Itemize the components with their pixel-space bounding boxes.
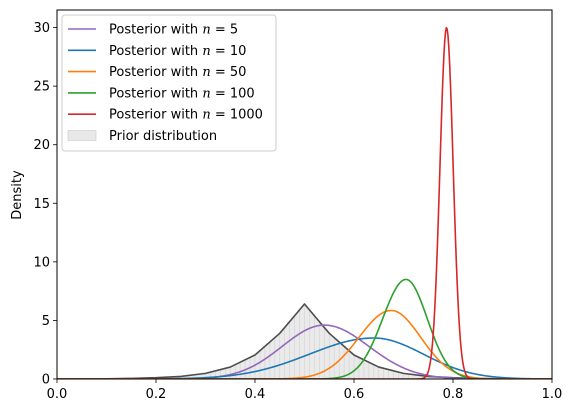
x-tick-label: 0.2 (146, 387, 167, 402)
plot-frame (56, 9, 553, 380)
series-line-1000 (57, 26, 552, 379)
x-tick-label: 1.0 (542, 387, 563, 402)
legend: Posterior with n = 5 Posterior with n = 1… (61, 14, 277, 152)
plot-area (56, 9, 553, 380)
legend-swatch-prior (67, 130, 97, 141)
x-tick-label: 0.8 (443, 387, 464, 402)
y-tick-label: 30 (33, 21, 50, 36)
legend-label-5: Posterior with n = 5 (109, 23, 238, 38)
legend-label-1000: Posterior with n = 1000 (109, 108, 263, 123)
legend-frame (61, 14, 277, 152)
x-tick-label: 0.0 (47, 387, 68, 402)
legend-label-50: Posterior with n = 50 (109, 65, 246, 80)
y-axis-label: Density (10, 170, 25, 220)
legend-label-100: Posterior with n = 100 (109, 86, 255, 101)
x-tick-label: 0.4 (245, 387, 266, 402)
y-tick-label: 15 (33, 197, 50, 212)
y-axis: 0 5 10 15 20 25 30 (33, 21, 57, 388)
legend-label-prior: Prior distribution (109, 129, 217, 144)
y-tick-label: 5 (42, 314, 50, 329)
x-tick-label: 0.6 (344, 387, 365, 402)
x-axis: 0.0 0.2 0.4 0.6 0.8 1.0 (47, 379, 563, 402)
y-tick-label: 25 (33, 80, 50, 95)
y-tick-label: 0 (42, 373, 50, 388)
y-tick-label: 10 (33, 255, 50, 270)
legend-label-10: Posterior with n = 10 (109, 44, 246, 59)
series-line-50 (57, 309, 552, 379)
y-tick-label: 20 (33, 138, 50, 153)
